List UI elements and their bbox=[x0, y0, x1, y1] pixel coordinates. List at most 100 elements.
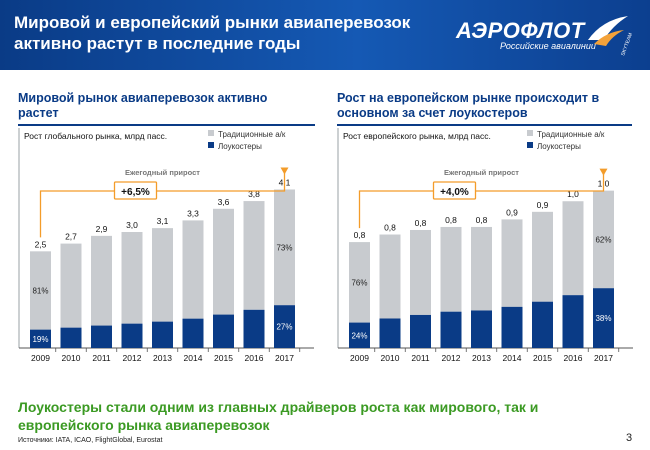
growth-value-box bbox=[432, 181, 477, 200]
tick-label-2010: 2010 bbox=[381, 353, 400, 363]
total-label-2016: 1,0 bbox=[567, 189, 579, 199]
growth-arrowhead bbox=[280, 167, 289, 175]
bar-lowcost-2009 bbox=[349, 322, 370, 348]
tick-label-2015: 2015 bbox=[214, 353, 233, 363]
share-label-traditional-2017: 73% bbox=[276, 243, 292, 252]
bar-lowcost-2014 bbox=[182, 318, 204, 348]
bar-traditional-2016 bbox=[243, 201, 265, 310]
legend-swatch-traditional bbox=[208, 130, 214, 136]
panel-divider-global bbox=[18, 124, 315, 126]
bar-lowcost-2010 bbox=[60, 327, 82, 348]
bar-traditional-2017 bbox=[274, 189, 295, 306]
tick-label-2014: 2014 bbox=[184, 353, 203, 363]
tick-label-2011: 2011 bbox=[411, 353, 430, 363]
bar-lowcost-2013 bbox=[471, 310, 492, 348]
total-label-2009: 0,8 bbox=[354, 230, 366, 240]
skyteam-mark: SKYTEAM bbox=[620, 32, 634, 57]
legend-label-traditional: Традиционные а/к bbox=[537, 130, 605, 139]
panel-title-europe: Рост на европейском рынке происходит в о… bbox=[337, 91, 600, 120]
annotation-caption: Ежегодный прирост bbox=[125, 168, 200, 177]
growth-arrowhead bbox=[599, 168, 608, 176]
growth-value-box bbox=[113, 181, 158, 200]
bar-lowcost-2017 bbox=[274, 305, 295, 348]
tick-label-2017: 2017 bbox=[275, 353, 294, 363]
bar-lowcost-2009 bbox=[30, 329, 51, 348]
total-label-2014: 3,3 bbox=[187, 208, 199, 218]
growth-bracket bbox=[39, 169, 286, 238]
share-label-lowcost-2009: 19% bbox=[32, 335, 48, 344]
total-label-2016: 3,8 bbox=[248, 189, 260, 199]
bar-traditional-2009 bbox=[30, 251, 51, 330]
share-label-lowcost-2017: 38% bbox=[595, 314, 611, 323]
growth-value-label: +4,0% bbox=[440, 187, 469, 198]
total-label-2012: 0,8 bbox=[445, 215, 457, 225]
header-banner: Мировой и европейский рынки авиаперевозо… bbox=[0, 0, 650, 70]
bar-lowcost-2017 bbox=[593, 288, 614, 348]
tick-label-2016: 2016 bbox=[564, 353, 583, 363]
bar-lowcost-2010 bbox=[379, 318, 401, 348]
total-label-2011: 2,9 bbox=[96, 224, 108, 234]
legend-swatch-traditional bbox=[527, 130, 533, 136]
legend-label-lowcost: Лоукостеры bbox=[537, 142, 581, 151]
wing-icon: SKYTEAM bbox=[588, 16, 634, 57]
tick-label-2014: 2014 bbox=[503, 353, 522, 363]
slide-title: Мировой и европейский рынки авиаперевозо… bbox=[14, 13, 411, 53]
chart-subtitle: Рост глобального рынка, млрд пасс. bbox=[24, 131, 167, 141]
bar-traditional-2015 bbox=[213, 208, 234, 315]
bar-traditional-2013 bbox=[152, 228, 173, 322]
europe-market-chart: Рост европейского рынка, млрд пасс. Тради… bbox=[337, 128, 633, 363]
bar-lowcost-2014 bbox=[501, 306, 523, 348]
panel-title-global: Мировой рынок авиаперевозок активно раст… bbox=[18, 91, 268, 120]
bar-lowcost-2011 bbox=[410, 314, 431, 348]
bar-traditional-2010 bbox=[60, 243, 82, 328]
tick-label-2012: 2012 bbox=[123, 353, 142, 363]
bar-traditional-2010 bbox=[379, 234, 401, 319]
bar-traditional-2017 bbox=[593, 190, 614, 289]
global-market-chart: Рост глобального рынка, млрд пасс. Традиц… bbox=[18, 128, 314, 363]
bar-traditional-2011 bbox=[410, 229, 431, 315]
total-label-2012: 3,0 bbox=[126, 220, 138, 230]
tick-label-2016: 2016 bbox=[245, 353, 264, 363]
share-label-traditional-2009: 76% bbox=[351, 278, 367, 287]
legend-label-lowcost: Лоукостеры bbox=[218, 142, 262, 151]
total-label-2013: 3,1 bbox=[157, 216, 169, 226]
legend-swatch-lowcost bbox=[208, 142, 214, 148]
total-label-2015: 0,9 bbox=[537, 200, 549, 210]
tick-label-2013: 2013 bbox=[472, 353, 491, 363]
tick-label-2017: 2017 bbox=[594, 353, 613, 363]
bar-traditional-2013 bbox=[471, 226, 492, 311]
share-label-traditional-2009: 81% bbox=[32, 286, 48, 295]
growth-bracket bbox=[358, 170, 605, 229]
bar-lowcost-2016 bbox=[243, 309, 265, 348]
bar-traditional-2014 bbox=[501, 219, 523, 307]
share-label-lowcost-2017: 27% bbox=[276, 323, 292, 332]
tick-label-2010: 2010 bbox=[62, 353, 81, 363]
logo-subtext: Российские авиалинии bbox=[500, 41, 596, 51]
bar-traditional-2012 bbox=[121, 232, 143, 324]
bar-lowcost-2016 bbox=[562, 295, 584, 348]
bar-lowcost-2012 bbox=[440, 311, 462, 348]
tick-label-2013: 2013 bbox=[153, 353, 172, 363]
source-note: Источники: IATA, ICAO, FlightGlobal, Eur… bbox=[18, 437, 163, 444]
bar-lowcost-2013 bbox=[152, 321, 173, 348]
logo-text: АЭРОФЛОТ bbox=[456, 18, 585, 43]
conclusion-text: Лоукостеры стали одним из главных драйве… bbox=[18, 399, 539, 433]
share-label-lowcost-2009: 24% bbox=[351, 331, 367, 340]
total-label-2010: 2,7 bbox=[65, 232, 77, 242]
bar-lowcost-2015 bbox=[213, 314, 234, 348]
panel-divider-europe bbox=[337, 124, 632, 126]
bar-traditional-2012 bbox=[440, 226, 462, 312]
bar-lowcost-2015 bbox=[532, 301, 553, 348]
growth-value-label: +6,5% bbox=[121, 187, 150, 198]
total-label-2010: 0,8 bbox=[384, 223, 396, 233]
total-label-2014: 0,9 bbox=[506, 207, 518, 217]
aeroflot-logo: АЭРОФЛОТ Российские авиалинии SKYTEAM bbox=[456, 10, 636, 60]
tick-label-2011: 2011 bbox=[92, 353, 111, 363]
total-label-2011: 0,8 bbox=[415, 218, 427, 228]
bar-traditional-2011 bbox=[91, 235, 112, 326]
bar-traditional-2015 bbox=[532, 211, 553, 302]
page-number: 3 bbox=[626, 432, 633, 444]
annotation-caption: Ежегодный прирост bbox=[444, 168, 519, 177]
legend-swatch-lowcost bbox=[527, 142, 533, 148]
tick-label-2012: 2012 bbox=[442, 353, 461, 363]
